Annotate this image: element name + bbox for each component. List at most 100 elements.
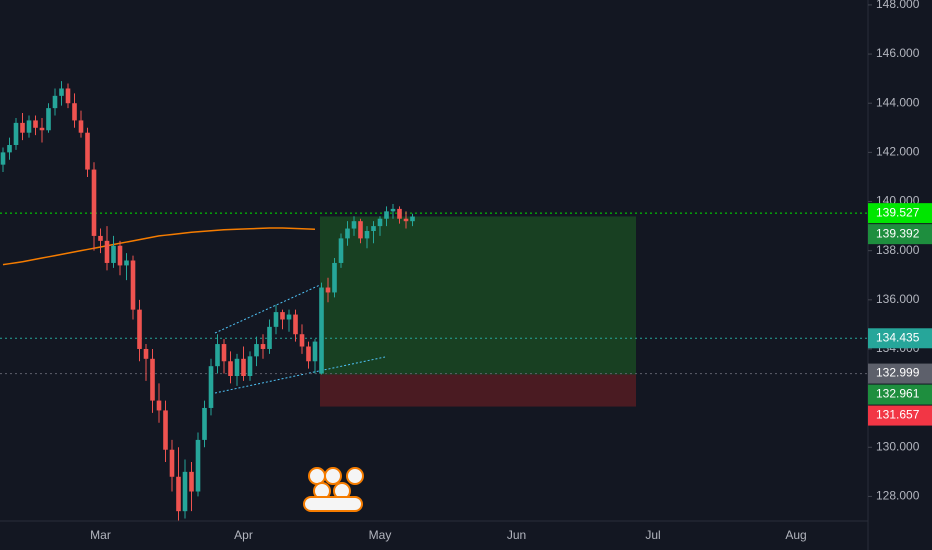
- candle-body: [397, 208, 402, 219]
- axes: 128.000130.000134.000136.000138.000140.0…: [90, 0, 932, 542]
- candle-body: [104, 240, 110, 263]
- price-label-box: [868, 363, 932, 384]
- loss-zone: [320, 374, 636, 407]
- price-label: 131.657: [876, 408, 920, 422]
- x-tick-label: Aug: [785, 528, 806, 542]
- candle-body: [39, 127, 45, 131]
- candle-body: [98, 235, 103, 241]
- candle-body: [20, 122, 25, 133]
- candle-body: [130, 260, 136, 310]
- candle-body: [189, 471, 194, 492]
- candle-body: [0, 152, 6, 165]
- price-label: 134.435: [876, 330, 920, 344]
- candle-body: [260, 344, 266, 349]
- candle-body: [267, 326, 272, 349]
- candle-body: [228, 361, 233, 377]
- candle-body: [221, 344, 227, 362]
- candle-body: [273, 312, 279, 327]
- candle-body: [293, 314, 298, 335]
- candle-body: [280, 312, 285, 320]
- candle-body: [364, 231, 370, 239]
- x-tick-label: Apr: [234, 528, 253, 542]
- price-label: 132.961: [876, 387, 920, 401]
- candle-body: [332, 262, 337, 293]
- event-icons: [303, 467, 364, 512]
- candle-body: [91, 169, 97, 236]
- candle-body: [358, 221, 363, 239]
- moving-average: [2, 227, 316, 266]
- candle-body: [111, 245, 116, 263]
- candle-body: [319, 287, 324, 374]
- candle-body: [241, 358, 246, 377]
- candle-body: [410, 216, 415, 222]
- profit-zone: [320, 216, 636, 375]
- candle-body: [202, 407, 207, 440]
- candle-body: [208, 366, 214, 408]
- event-icon: [346, 467, 364, 485]
- candle-body: [156, 400, 162, 411]
- candle-body: [182, 471, 188, 512]
- candle-body: [254, 344, 259, 357]
- candle-body: [384, 211, 389, 219]
- candle-body: [403, 218, 409, 222]
- candle-body: [234, 358, 240, 377]
- y-tick-label: 138.000: [876, 243, 920, 257]
- candle-body: [78, 120, 84, 133]
- candle-body: [150, 358, 155, 401]
- candle-body: [59, 88, 64, 96]
- x-tick-label: Jun: [507, 528, 526, 542]
- plot-area: [0, 81, 868, 521]
- y-tick-label: 148.000: [876, 0, 920, 11]
- event-icon: [308, 467, 326, 485]
- y-tick-label: 144.000: [876, 95, 920, 109]
- candle-body: [247, 356, 253, 377]
- candle-body: [299, 334, 305, 347]
- x-tick-label: May: [369, 528, 392, 542]
- candle-body: [169, 449, 175, 477]
- candle-body: [13, 122, 19, 145]
- candle-body: [390, 208, 396, 212]
- x-tick-label: Jul: [645, 528, 660, 542]
- candle-body: [65, 88, 71, 104]
- candle-body: [52, 95, 58, 109]
- candle-body: [371, 226, 376, 232]
- candle-body: [377, 218, 383, 227]
- candle-body: [176, 476, 181, 512]
- candle-body: [33, 120, 38, 128]
- price-label-box: [868, 328, 932, 349]
- candle-body: [325, 287, 331, 293]
- price-label-box: [868, 224, 932, 245]
- price-label-box: [868, 203, 932, 224]
- y-tick-label: 146.000: [876, 46, 920, 60]
- candle-body: [7, 144, 12, 153]
- candle-body: [195, 439, 201, 492]
- y-tick-label: 130.000: [876, 439, 920, 453]
- candle-body: [312, 341, 318, 362]
- candle-body: [124, 260, 129, 266]
- candle-body: [143, 348, 149, 359]
- candle-body: [137, 309, 142, 349]
- price-label-box: [868, 405, 932, 426]
- candle-body: [85, 132, 90, 170]
- candle-body: [163, 410, 168, 450]
- y-tick-label: 136.000: [876, 292, 920, 306]
- position-zones: [320, 216, 636, 407]
- candle-body: [286, 314, 292, 320]
- y-tick-label: 142.000: [876, 145, 920, 159]
- channel-line: [214, 284, 321, 334]
- price-label-box: [868, 384, 932, 405]
- y-tick-label: 128.000: [876, 489, 920, 503]
- candle-body: [351, 221, 357, 229]
- candle-body: [72, 103, 77, 121]
- candle-body: [117, 245, 123, 266]
- candle-body: [338, 238, 344, 263]
- price-label: 139.527: [876, 205, 920, 219]
- candle-body: [306, 346, 311, 362]
- event-icon: [324, 467, 342, 485]
- channel-line: [214, 356, 386, 394]
- price-label: 139.392: [876, 226, 920, 240]
- candle-body: [345, 228, 350, 239]
- candle-body: [46, 108, 51, 131]
